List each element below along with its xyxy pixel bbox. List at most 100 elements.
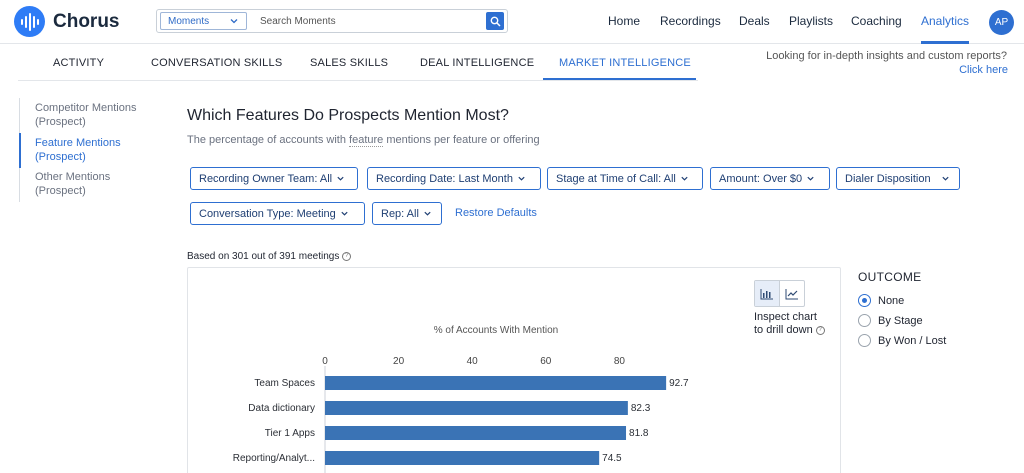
x-tick-label: 20 bbox=[393, 356, 405, 367]
filter-amount[interactable]: Amount: Over $0 bbox=[710, 167, 830, 190]
tab-activity[interactable]: ACTIVITY bbox=[53, 57, 105, 69]
search-icon bbox=[490, 16, 501, 27]
radio-label: None bbox=[878, 294, 905, 307]
outcome-option-by-won-lost[interactable]: By Won / Lost bbox=[858, 334, 946, 347]
report-sidebar: Competitor Mentions (Prospect) Feature M… bbox=[19, 98, 149, 202]
top-navbar: Chorus Moments Home Recordings Deals Pla… bbox=[0, 0, 1024, 44]
sidebar-item-label: Feature Mentions bbox=[35, 137, 121, 149]
outcome-option-none[interactable]: None bbox=[858, 294, 904, 307]
search-button[interactable] bbox=[486, 12, 504, 30]
outcome-title: OUTCOME bbox=[858, 270, 922, 284]
filter-label: Recording Owner Team: All bbox=[199, 172, 333, 185]
help-icon[interactable]: ? bbox=[342, 252, 352, 261]
nav-deals[interactable]: Deals bbox=[739, 14, 770, 28]
x-tick-label: 60 bbox=[540, 356, 552, 367]
filter-label: Rep: All bbox=[381, 207, 419, 220]
chorus-logo-icon bbox=[14, 6, 45, 37]
insights-link[interactable]: Click here bbox=[959, 64, 1008, 76]
category-label: Data dictionary bbox=[248, 403, 315, 414]
user-avatar[interactable]: AP bbox=[989, 10, 1014, 35]
chevron-down-icon bbox=[807, 176, 814, 181]
sidebar-item-label: Competitor Mentions bbox=[35, 102, 137, 114]
bar-chart-toggle[interactable] bbox=[755, 281, 780, 306]
x-tick-label: 0 bbox=[322, 356, 328, 367]
subtitle-post: mentions per feature or offering bbox=[383, 134, 540, 146]
chevron-down-icon bbox=[681, 176, 688, 181]
nav-playlists[interactable]: Playlists bbox=[789, 14, 834, 28]
bar[interactable] bbox=[325, 401, 628, 415]
inspect-line2: to drill down bbox=[754, 324, 813, 336]
sidebar-item-sublabel: (Prospect) bbox=[35, 116, 86, 128]
sidebar-item-feature-mentions[interactable]: Feature Mentions (Prospect) bbox=[19, 133, 149, 168]
app-name: Chorus bbox=[53, 10, 120, 32]
radio-label: By Won / Lost bbox=[878, 334, 947, 347]
x-tick-label: 80 bbox=[614, 356, 626, 367]
subtitle-pre: The percentage of accounts with bbox=[187, 134, 350, 146]
sample-size-note: Based on 301 out of 391 meetings ? bbox=[187, 251, 352, 262]
category-label: Reporting/Analyt... bbox=[233, 453, 315, 464]
chorus-logo[interactable]: Chorus bbox=[14, 6, 120, 37]
nav-coaching[interactable]: Coaching bbox=[851, 14, 902, 28]
chevron-down-icon bbox=[341, 211, 348, 216]
chevron-down-icon bbox=[230, 19, 238, 24]
bar[interactable] bbox=[325, 451, 600, 465]
sidebar-item-competitor-mentions[interactable]: Competitor Mentions (Prospect) bbox=[20, 101, 150, 129]
search-scope-dropdown[interactable]: Moments bbox=[160, 12, 247, 30]
nav-analytics[interactable]: Analytics bbox=[921, 14, 970, 28]
restore-defaults-link[interactable]: Restore Defaults bbox=[455, 207, 537, 219]
filter-stage-at-time-of-call[interactable]: Stage at Time of Call: All bbox=[547, 167, 703, 190]
feature-mentions-bar-chart[interactable]: % of Accounts With Mention 0 20 40 60 80 Team … bbox=[188, 268, 840, 473]
radio-label: By Stage bbox=[878, 314, 923, 327]
chart-type-toggle bbox=[754, 280, 805, 307]
filter-label: Amount: Over $0 bbox=[719, 172, 803, 185]
outcome-option-by-stage[interactable]: By Stage bbox=[858, 314, 923, 327]
nav-recordings[interactable]: Recordings bbox=[660, 14, 721, 28]
sidebar-item-other-mentions[interactable]: Other Mentions (Prospect) bbox=[20, 170, 150, 198]
feature-term[interactable]: feature bbox=[349, 134, 384, 147]
sidebar-item-label: Other Mentions bbox=[35, 171, 111, 183]
bar[interactable] bbox=[325, 376, 667, 390]
line-chart-toggle[interactable] bbox=[780, 281, 804, 306]
insights-prompt: Looking for in-depth insights and custom… bbox=[766, 50, 1007, 62]
filter-label: Stage at Time of Call: All bbox=[556, 172, 676, 185]
filter-recording-date[interactable]: Recording Date: Last Month bbox=[367, 167, 541, 190]
tab-market-intelligence[interactable]: MARKET INTELLIGENCE bbox=[559, 57, 691, 69]
help-icon[interactable]: ? bbox=[815, 326, 825, 335]
filter-label: Recording Date: Last Month bbox=[376, 172, 513, 185]
sidebar-item-sublabel: (Prospect) bbox=[35, 151, 86, 163]
tab-active-indicator bbox=[543, 78, 696, 80]
filter-dialer-disposition[interactable]: Dialer Disposition bbox=[836, 167, 960, 190]
tab-deal-intelligence[interactable]: DEAL INTELLIGENCE bbox=[420, 57, 535, 69]
category-label: Team Spaces bbox=[254, 378, 315, 389]
chevron-down-icon bbox=[337, 176, 344, 181]
chevron-down-icon bbox=[941, 176, 949, 181]
bar-chart-icon bbox=[760, 288, 773, 299]
filter-rep[interactable]: Rep: All bbox=[372, 202, 442, 225]
sidebar-item-sublabel: (Prospect) bbox=[35, 185, 86, 197]
tab-conversation-skills[interactable]: CONVERSATION SKILLS bbox=[151, 57, 283, 69]
page-subtitle: The percentage of accounts with feature … bbox=[187, 134, 540, 147]
bar[interactable] bbox=[325, 426, 627, 440]
filter-recording-owner-team[interactable]: Recording Owner Team: All bbox=[190, 167, 358, 190]
inspect-chart-hint: Inspect chart to drill down? bbox=[754, 311, 825, 337]
bar-value-label: 74.5 bbox=[602, 453, 622, 464]
search-input[interactable] bbox=[260, 12, 470, 30]
tab-sales-skills[interactable]: SALES SKILLS bbox=[310, 57, 389, 69]
analytics-tabs: ACTIVITY CONVERSATION SKILLS SALES SKILL… bbox=[18, 44, 698, 81]
chevron-down-icon bbox=[518, 176, 525, 181]
category-label: Tier 1 Apps bbox=[265, 428, 315, 439]
radio-icon bbox=[858, 314, 871, 327]
page-title: Which Features Do Prospects Mention Most… bbox=[187, 107, 509, 124]
search-scope-label: Moments bbox=[168, 15, 210, 27]
bar-value-label: 82.3 bbox=[631, 403, 651, 414]
bar-value-label: 81.8 bbox=[629, 428, 649, 439]
filter-label: Dialer Disposition bbox=[845, 172, 931, 185]
radio-icon bbox=[858, 334, 871, 347]
nav-home[interactable]: Home bbox=[608, 14, 641, 28]
x-tick-label: 40 bbox=[467, 356, 479, 367]
filter-conversation-type[interactable]: Conversation Type: Meeting bbox=[190, 202, 365, 225]
search-bar: Moments bbox=[156, 9, 508, 33]
chart-panel: % of Accounts With Mention 0 20 40 60 80 Team … bbox=[187, 267, 841, 473]
sample-size-text: Based on 301 out of 391 meetings bbox=[187, 251, 340, 262]
radio-selected-icon bbox=[858, 294, 871, 307]
